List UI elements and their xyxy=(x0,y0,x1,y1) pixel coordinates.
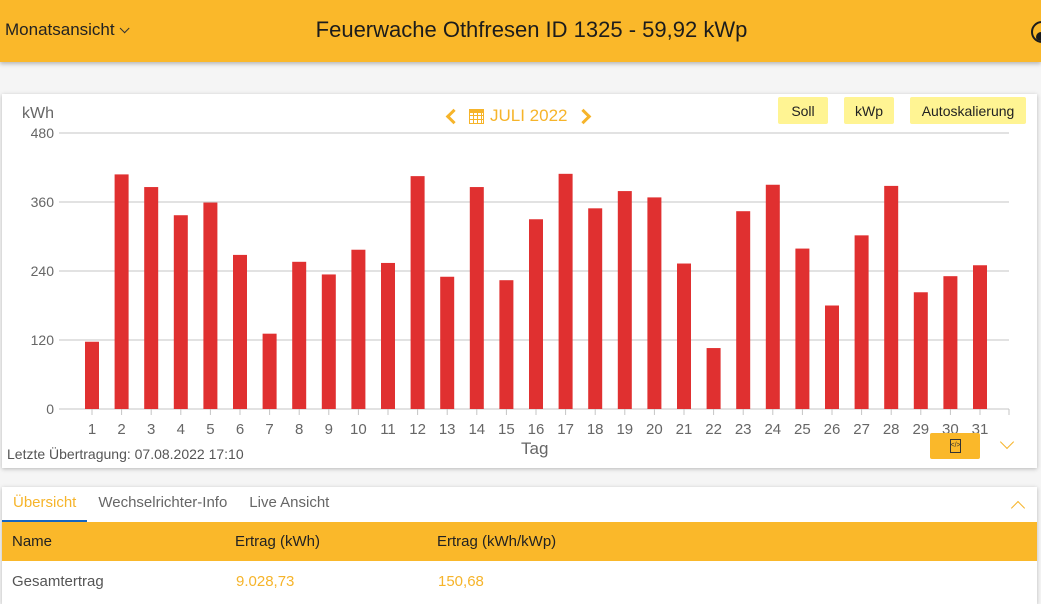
chevron-right-icon[interactable] xyxy=(575,108,591,124)
table-header: Name Ertrag (kWh) Ertrag (kWh/kWp) xyxy=(2,522,1037,561)
soll-button[interactable]: Soll xyxy=(778,97,828,124)
x-tick-label: 13 xyxy=(439,421,456,438)
x-tick-label: 4 xyxy=(177,421,185,438)
y-tick-label: 120 xyxy=(31,332,55,348)
bar-day-6[interactable] xyxy=(233,254,247,409)
bar-day-7[interactable] xyxy=(262,333,277,409)
app-header: Monatsansicht Feuerwache Othfresen ID 13… xyxy=(0,0,1041,62)
column-header-ertrag-kwh: Ertrag (kWh) xyxy=(235,533,321,550)
bar-day-23[interactable] xyxy=(736,211,751,409)
bar-day-1[interactable] xyxy=(85,341,99,409)
x-tick-label: 17 xyxy=(557,421,574,438)
bar-day-11[interactable] xyxy=(381,262,395,409)
tab-overview[interactable]: Übersicht xyxy=(2,487,88,522)
x-tick-label: 16 xyxy=(528,421,545,438)
x-tick-label: 9 xyxy=(325,421,333,438)
bar-day-29[interactable] xyxy=(913,292,928,409)
bar-day-26[interactable] xyxy=(825,305,839,410)
column-header-ertrag-kwh-kwp: Ertrag (kWh/kWp) xyxy=(437,533,557,550)
x-tick-label: 22 xyxy=(705,421,722,438)
x-tick-label: 24 xyxy=(764,421,781,438)
y-axis-unit: kWh xyxy=(22,105,54,122)
bar-day-12[interactable] xyxy=(410,176,425,409)
chart-card: 0 120 240 360 480 1 2 3 4 5 6 7 8 9 10 11 12 13 14 15 16 17 18… xyxy=(2,94,1037,468)
bar-day-10[interactable] xyxy=(351,249,366,409)
x-tick-label: 19 xyxy=(616,421,633,438)
x-tick-label: 7 xyxy=(265,421,273,438)
summary-card: Übersicht Wechselrichter-Info Live Ansic… xyxy=(2,487,1037,604)
bar-day-30[interactable] xyxy=(943,276,958,409)
file-code-icon: </> xyxy=(949,439,961,453)
table-row: Gesamtertrag 9.028,73 150,68 xyxy=(2,561,1037,601)
x-tick-label: 21 xyxy=(676,421,693,438)
x-tick-label: 29 xyxy=(912,421,929,438)
bar-day-16[interactable] xyxy=(529,219,543,409)
x-tick-label: 27 xyxy=(853,421,870,438)
x-tick-label: 23 xyxy=(735,421,752,438)
autoscale-button[interactable]: Autoskalierung xyxy=(910,97,1026,124)
x-tick-label: 3 xyxy=(147,421,155,438)
bar-day-13[interactable] xyxy=(440,276,455,409)
y-tick-label: 360 xyxy=(31,194,55,210)
bar-day-18[interactable] xyxy=(588,208,603,409)
bar-day-5[interactable] xyxy=(203,202,218,409)
x-tick-label: 18 xyxy=(587,421,604,438)
y-tick-label: 0 xyxy=(46,401,54,417)
page-title: Feuerwache Othfresen ID 1325 - 59,92 kWp xyxy=(315,17,748,42)
y-tick-label: 480 xyxy=(31,125,55,141)
bar-day-31[interactable] xyxy=(973,265,987,409)
period-navigator: JULI 2022 xyxy=(442,106,591,126)
x-tick-label: 2 xyxy=(117,421,125,438)
x-tick-label: 25 xyxy=(794,421,811,438)
x-tick-label: 10 xyxy=(350,421,367,438)
period-label[interactable]: JULI 2022 xyxy=(490,106,568,125)
x-tick-label: 20 xyxy=(646,421,663,438)
view-mode-dropdown[interactable]: Monatsansicht xyxy=(5,20,130,40)
bar-day-24[interactable] xyxy=(765,184,780,409)
tab-live-view[interactable]: Live Ansicht xyxy=(249,494,330,511)
x-axis-label: Tag xyxy=(521,439,549,458)
bar-day-4[interactable] xyxy=(173,215,188,409)
bar-day-8[interactable] xyxy=(292,261,307,409)
bar-day-22[interactable] xyxy=(706,348,721,409)
chevron-left-icon[interactable] xyxy=(445,108,462,124)
bar-day-20[interactable] xyxy=(647,197,662,409)
bar-day-21[interactable] xyxy=(677,263,691,409)
calendar-icon[interactable] xyxy=(469,108,484,124)
view-mode-label: Monatsansicht xyxy=(5,20,115,39)
row-ertrag-kwh-kwp: 150,68 xyxy=(438,573,484,590)
x-tick-label: 1 xyxy=(88,421,96,438)
bar-day-14[interactable] xyxy=(469,187,484,409)
bar-day-9[interactable] xyxy=(321,274,336,409)
bar-day-25[interactable] xyxy=(795,248,810,409)
kwp-button[interactable]: kWp xyxy=(844,97,894,124)
bar-day-3[interactable] xyxy=(144,187,159,409)
tab-bar: Übersicht Wechselrichter-Info Live Ansic… xyxy=(2,487,340,522)
y-tick-label: 240 xyxy=(31,263,55,279)
x-tick-label: 26 xyxy=(824,421,841,438)
tab-inverter-info[interactable]: Wechselrichter-Info xyxy=(98,494,228,511)
x-tick-label: 11 xyxy=(380,421,396,438)
x-tick-label: 6 xyxy=(236,421,244,438)
x-tick-label: 8 xyxy=(295,421,303,438)
bar-day-27[interactable] xyxy=(854,235,869,409)
bar-day-17[interactable] xyxy=(558,173,573,409)
x-tick-label: 12 xyxy=(409,421,426,438)
column-header-name: Name xyxy=(12,533,53,550)
last-transmission: Letzte Übertragung: 07.08.2022 17:10 xyxy=(7,446,244,462)
x-tick-label: 14 xyxy=(468,421,485,438)
bar-chart: 0 120 240 360 480 1 2 3 4 5 6 7 8 9 10 11 12 13 14 15 16 17 18… xyxy=(2,94,1037,468)
x-tick-label: 15 xyxy=(498,421,515,438)
export-button[interactable]: </> xyxy=(930,433,980,459)
x-tick-label: 28 xyxy=(883,421,900,438)
chevron-up-icon[interactable] xyxy=(1010,500,1026,516)
bar-day-28[interactable] xyxy=(884,185,899,409)
x-tick-label: 5 xyxy=(206,421,214,438)
row-ertrag-kwh: 9.028,73 xyxy=(236,573,295,590)
bar-day-2[interactable] xyxy=(114,174,129,409)
bar-day-19[interactable] xyxy=(617,191,632,409)
bar-day-15[interactable] xyxy=(499,280,514,409)
row-name: Gesamtertrag xyxy=(12,573,104,590)
